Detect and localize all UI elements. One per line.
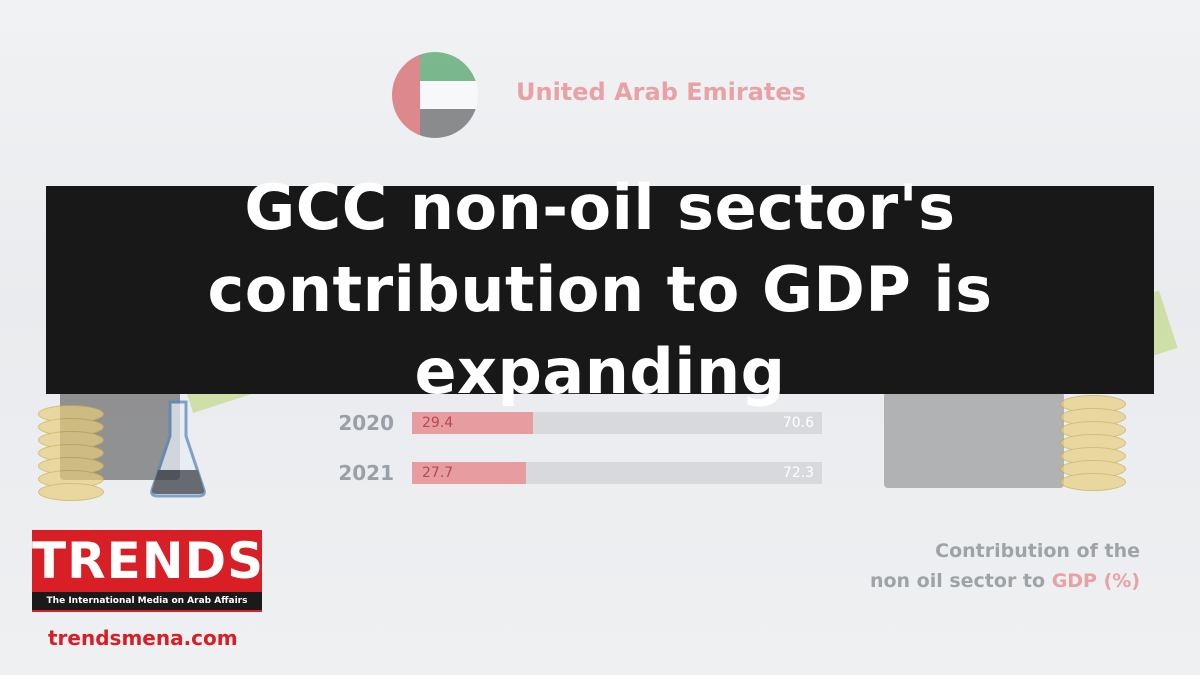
year-label-2021: 2021: [338, 461, 394, 485]
country-name: United Arab Emirates: [516, 78, 806, 106]
caption-line-2: non oil sector to GDP (%): [820, 566, 1140, 596]
contribution-chart: 2020 29.4 70.6 2021 27.7 72.3: [330, 250, 830, 500]
caption-gdp-highlight: GDP (%): [1051, 570, 1140, 592]
logo-wordmark: TRENDS: [32, 532, 265, 590]
year-label-2020: 2020: [338, 411, 394, 435]
data-label-oil-2020: 29.4: [422, 415, 454, 431]
bar-row-2020: 2020 29.4 70.6: [330, 410, 830, 436]
chart-caption: Contribution of the non oil sector to GD…: [820, 536, 1140, 596]
logo-tagline: The International Media on Arab Affairs: [32, 592, 262, 610]
title-banner: GCC non-oil sector's contribution to GDP…: [46, 171, 1154, 408]
data-label-non-oil-2021: 72.3: [782, 465, 814, 481]
bar-non-oil-2020: 29.4 70.6: [412, 412, 822, 434]
data-label-non-oil-2020: 70.6: [782, 415, 814, 431]
caption-line-2-text: non oil sector to: [869, 570, 1052, 592]
bar-non-oil-2021: 27.7 72.3: [412, 462, 822, 484]
flask-icon: [150, 400, 206, 498]
data-label-oil-2021: 27.7: [422, 465, 454, 481]
coin-stack-left-icon: [38, 405, 108, 501]
trends-logo: TRENDS The International Media on Arab A…: [32, 530, 265, 612]
uae-flag-icon: [392, 52, 478, 138]
bar-oil-2020: [412, 412, 533, 434]
bar-oil-2021: [412, 462, 526, 484]
oil-tank-icon: [884, 392, 1064, 488]
caption-line-1: Contribution of the: [935, 540, 1140, 562]
site-url-link[interactable]: trendsmena.com: [48, 626, 238, 650]
bar-row-2021: 2021 27.7 72.3: [330, 460, 830, 486]
page-title: GCC non-oil sector's contribution to GDP…: [207, 171, 993, 408]
coin-stack-right-icon: [1060, 395, 1130, 495]
